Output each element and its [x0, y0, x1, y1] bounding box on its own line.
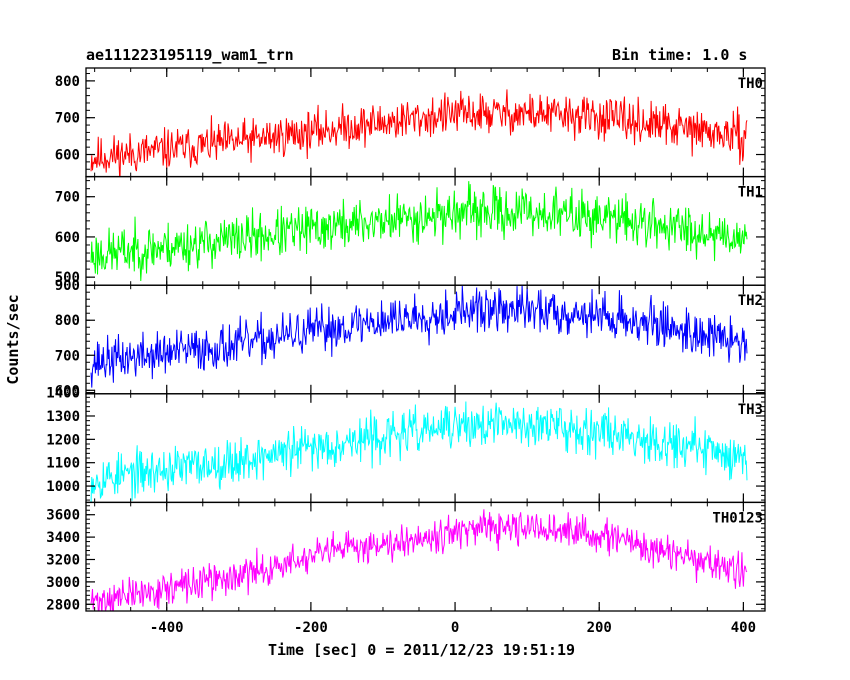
series-line-th2 — [90, 285, 748, 388]
x-tick-label: 200 — [587, 620, 612, 636]
panel-frame-th3 — [85, 393, 766, 504]
panel-label-th0123: TH0123 — [712, 510, 763, 526]
bin-time-label: Bin time: 1.0 s — [612, 46, 748, 64]
x-tick-label: 400 — [731, 620, 756, 636]
y-tick-label: 1400 — [46, 386, 80, 402]
y-tick-label: 3000 — [46, 575, 80, 591]
y-tick-label: 1300 — [46, 409, 80, 425]
y-tick-label: 600 — [55, 148, 80, 164]
series-line-th1 — [90, 181, 748, 282]
series-line-th0123 — [90, 509, 748, 611]
panel-label-th1: TH1 — [738, 185, 763, 201]
y-tick-label: 900 — [55, 278, 80, 294]
y-tick-label: 2800 — [46, 597, 80, 613]
x-tick-label: -200 — [294, 620, 328, 636]
y-tick-label: 1100 — [46, 456, 80, 472]
y-tick-label: 700 — [55, 111, 80, 127]
y-tick-label: 800 — [55, 313, 80, 329]
x-axis-label: Time [sec] 0 = 2011/12/23 19:51:19 — [268, 641, 575, 659]
panel-label-th0: TH0 — [738, 76, 763, 92]
y-tick-label: 3200 — [46, 552, 80, 568]
panel-frame-th0123 — [85, 501, 766, 612]
y-tick-label: 700 — [55, 348, 80, 364]
y-tick-label: 600 — [55, 230, 80, 246]
y-axis-label: Counts/sec — [4, 294, 22, 384]
panel-label-th3: TH3 — [738, 402, 763, 418]
series-line-th3 — [90, 401, 748, 503]
y-tick-label: 700 — [55, 190, 80, 206]
panel-label-th2: TH2 — [738, 293, 763, 309]
x-tick-label: -400 — [150, 620, 184, 636]
y-tick-label: 800 — [55, 74, 80, 90]
y-tick-label: 1200 — [46, 432, 80, 448]
y-tick-label: 3400 — [46, 530, 80, 546]
chart-title: ae111223195119_wam1_trn — [86, 46, 294, 64]
y-tick-label: 3600 — [46, 508, 80, 524]
y-tick-label: 600 — [55, 383, 80, 399]
y-tick-label: 1000 — [46, 479, 80, 495]
x-tick-label: 0 — [451, 620, 459, 636]
series-line-th0 — [90, 89, 748, 177]
y-tick-label: 500 — [55, 270, 80, 286]
